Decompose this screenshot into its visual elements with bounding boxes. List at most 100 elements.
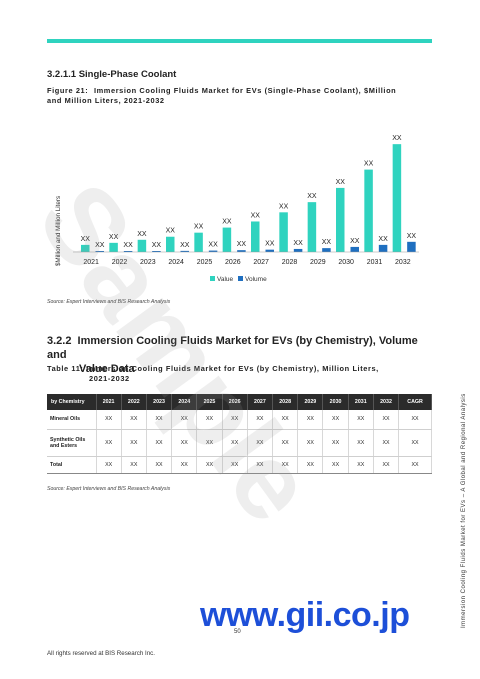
- chemistry-table: by Chemistry 2021 2022 2023 2024 2025 20…: [47, 394, 432, 474]
- bar-value-2031: [364, 169, 373, 252]
- x-tick-label-2032: 2032: [395, 259, 411, 266]
- data-label-value-2029: XX: [307, 193, 317, 200]
- bar-value-2030: [336, 187, 345, 252]
- bar-value-2023: [137, 239, 147, 252]
- table-caption: Table 11: Immersion Cooling Fluids Marke…: [47, 364, 432, 384]
- table-cell: XX: [322, 456, 349, 474]
- x-tick-labels: 2021 2022 2023 2024 2025 2026 2027 2028 2029 2030…: [83, 259, 410, 266]
- table-cell: XX: [322, 410, 349, 430]
- figure-label: Figure 21:: [47, 86, 89, 95]
- legend-volume-swatch: [238, 276, 243, 281]
- footer-url-link[interactable]: www.gii.co.jp: [200, 596, 410, 634]
- data-label-volume-2031: XX: [378, 236, 388, 243]
- table-cell: XX: [171, 456, 198, 474]
- y-axis-title: $Million and Million Liters: [55, 196, 62, 266]
- table-header-cell: 2022: [121, 394, 147, 410]
- x-tick-label-2026: 2026: [225, 259, 241, 266]
- row-label: Mineral Oils: [47, 410, 97, 430]
- table-header-cell: 2026: [222, 394, 248, 410]
- bar-value-2029: [307, 202, 317, 252]
- figure-caption-line2: and Million Liters, 2021-2032: [47, 96, 165, 105]
- table-cell: XX: [398, 429, 432, 457]
- data-label-value-2022: XX: [109, 234, 119, 241]
- x-tick-label-2027: 2027: [253, 259, 269, 266]
- table-header-cell: 2031: [348, 394, 374, 410]
- footer-copyright: All rights reserved at BIS Research Inc.: [47, 650, 155, 657]
- table-cell: XX: [96, 429, 122, 457]
- table-cell: XX: [196, 429, 223, 457]
- table-header-cell: 2024: [171, 394, 198, 410]
- x-tick-label-2030: 2030: [338, 259, 354, 266]
- bar-volume-2032: [407, 241, 416, 252]
- x-tick-label-2023: 2023: [140, 259, 156, 266]
- bar-volume-2024: [180, 250, 189, 252]
- table-cell: XX: [171, 429, 198, 457]
- bar-value-2024: [166, 236, 175, 252]
- bar-volume-2031: [378, 244, 388, 252]
- data-label-volume-2032: XX: [407, 233, 417, 240]
- legend-value-label: Value: [217, 276, 234, 283]
- y-axis-title-group: $Million and Million Liters: [55, 196, 62, 266]
- vertical-report-title: Immersion Cooling Fluids Market for EVs …: [461, 393, 467, 628]
- x-tick-label-2021: 2021: [83, 259, 99, 266]
- bar-value-2032: [392, 144, 402, 252]
- table-cell: XX: [373, 410, 400, 430]
- table-header-cell: 2023: [146, 394, 173, 410]
- x-tick-label-2028: 2028: [282, 259, 298, 266]
- table-row: Synthetic Oils and Esters XX XX XX XX XX…: [47, 429, 432, 457]
- bar-volume-2023: [152, 251, 161, 252]
- table-cell: XX: [222, 429, 248, 457]
- table-header-cell: 2025: [196, 394, 223, 410]
- table-cell: XX: [146, 410, 173, 430]
- data-label-value-2023: XX: [137, 231, 147, 238]
- x-tick-label-2024: 2024: [168, 259, 184, 266]
- legend-value-swatch: [210, 276, 215, 281]
- bar-value-2026: [222, 227, 232, 252]
- table-cell: XX: [247, 456, 274, 474]
- section2-number: 3.2.2: [47, 335, 72, 347]
- table-cell: XX: [272, 456, 299, 474]
- row-label: Synthetic Oils and Esters: [47, 429, 97, 457]
- table-cell: XX: [398, 456, 432, 474]
- section2-title-line2: Value Data: [79, 363, 135, 375]
- section2-title-line1: Immersion Cooling Fluids Market for EVs …: [47, 335, 418, 361]
- table-row: Total XX XX XX XX XX XX XX XX XX XX XX X…: [47, 456, 432, 474]
- data-label-value-2021: XX: [81, 236, 91, 243]
- table-header-cell: CAGR: [398, 394, 432, 410]
- data-label-value-2031: XX: [364, 161, 374, 168]
- data-label-value-2024: XX: [166, 228, 176, 235]
- data-label-volume-2029: XX: [322, 239, 332, 246]
- table-cell: XX: [373, 456, 400, 474]
- table-cell: XX: [322, 429, 349, 457]
- data-label-volume-2025: XX: [208, 242, 218, 249]
- table-cell: XX: [222, 456, 248, 474]
- data-label-value-2032: XX: [392, 135, 402, 142]
- bar-volume-2025: [208, 250, 218, 252]
- bar-volume-2030: [350, 246, 359, 252]
- table-cell: XX: [272, 410, 299, 430]
- table-cell: XX: [272, 429, 299, 457]
- bar-volume-2021: [95, 251, 104, 252]
- bar-volume-2022: [123, 251, 133, 252]
- bar-chart: $Million and Million Liters XX XX XX XX XX XX…: [55, 135, 419, 283]
- bar-value-2027: [251, 221, 260, 252]
- table-cell: XX: [121, 410, 147, 430]
- table-caption-line1: Table 11: Immersion Cooling Fluids Marke…: [47, 364, 379, 373]
- figure-caption-line1: Immersion Cooling Fluids Market for EVs …: [93, 86, 397, 95]
- table-cell: XX: [96, 410, 122, 430]
- table-cell: XX: [348, 456, 374, 474]
- top-accent-rule: [47, 39, 432, 43]
- table-cell: XX: [222, 410, 248, 430]
- x-tick-label-2022: 2022: [112, 259, 128, 266]
- bar-value-2022: [109, 242, 118, 252]
- table-header-cell: 2029: [297, 394, 324, 410]
- table-source: Source: Expert Interviews and BIS Resear…: [47, 486, 171, 492]
- data-label-value-2025: XX: [194, 224, 204, 231]
- table-header-cell: 2021: [96, 394, 122, 410]
- table-cell: XX: [146, 456, 173, 474]
- chart-legend: Value Volume: [210, 276, 267, 283]
- bar-value-2025: [194, 232, 203, 252]
- data-label-volume-2030: XX: [350, 238, 360, 245]
- x-tick-label-2031: 2031: [367, 259, 383, 266]
- table-header-cell: by Chemistry: [47, 394, 97, 410]
